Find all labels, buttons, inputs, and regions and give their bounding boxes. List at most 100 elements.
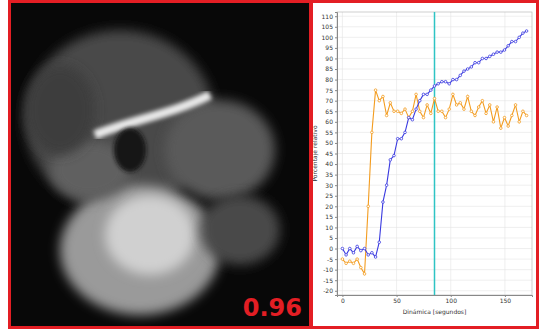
series-point xyxy=(455,104,458,107)
tick-label: 65 xyxy=(325,108,333,115)
series-point xyxy=(371,131,374,134)
series-point xyxy=(422,116,425,119)
series-point xyxy=(507,44,510,47)
series-point xyxy=(444,80,447,83)
tick: -10 xyxy=(323,266,337,273)
series-point xyxy=(452,78,455,81)
series-point xyxy=(455,78,458,81)
series-point xyxy=(341,258,344,261)
tick-label: 30 xyxy=(325,182,333,189)
tick: 20 xyxy=(325,203,337,210)
series-point xyxy=(518,121,521,124)
tick-label: 100 xyxy=(446,297,458,304)
series-point xyxy=(396,137,399,140)
series-point xyxy=(341,247,344,250)
series-point xyxy=(522,110,525,113)
series-point xyxy=(441,110,444,113)
series-point xyxy=(426,104,429,107)
tick-label: 25 xyxy=(325,192,333,199)
tick-mark xyxy=(335,132,337,133)
chart-border xyxy=(312,2,538,328)
tick-mark xyxy=(335,164,337,165)
tick-label: 15 xyxy=(325,213,333,220)
tick-mark xyxy=(335,48,337,49)
cursor-line xyxy=(434,12,436,295)
series-point xyxy=(393,154,396,157)
tick-label: 55 xyxy=(325,129,333,136)
series-point xyxy=(404,131,407,134)
tick-mark xyxy=(335,37,337,38)
series-point xyxy=(367,254,370,257)
tick-label: 75 xyxy=(325,87,333,94)
grid-line-x xyxy=(450,12,451,295)
tick-label: 50 xyxy=(393,297,401,304)
tick: 45 xyxy=(325,150,337,157)
series-point xyxy=(415,93,418,96)
series-point xyxy=(514,40,517,43)
series-point xyxy=(352,262,355,265)
series-point xyxy=(496,51,499,54)
series-point xyxy=(430,112,433,115)
grid xyxy=(337,12,532,295)
tick-label: 20 xyxy=(325,203,333,210)
series-point xyxy=(371,251,374,254)
series-point xyxy=(411,110,414,113)
series-point xyxy=(511,114,514,117)
series-point xyxy=(378,99,381,102)
tick: 110 xyxy=(322,13,337,20)
canvas: 0.96-20-15-10-50510152025303540455055606… xyxy=(0,0,539,329)
series-point xyxy=(363,247,366,250)
series-point xyxy=(488,55,491,58)
tick: 50 xyxy=(325,139,337,146)
series-point xyxy=(418,110,421,113)
tick: -5 xyxy=(327,256,337,263)
series-point xyxy=(374,256,377,259)
tick-label: -5 xyxy=(327,256,333,263)
series-point xyxy=(348,260,351,263)
tick-mark xyxy=(335,217,337,218)
series-point xyxy=(360,249,363,252)
series-point xyxy=(507,125,510,128)
series-point xyxy=(503,116,506,119)
series-point xyxy=(348,247,351,250)
tick-mark xyxy=(335,185,337,186)
tick: 50 xyxy=(393,295,401,304)
image-region xyxy=(114,128,146,172)
series-point xyxy=(352,251,355,254)
series-point xyxy=(389,159,392,162)
series-point xyxy=(356,245,359,248)
tick: 65 xyxy=(325,108,337,115)
tick: 25 xyxy=(325,192,337,199)
tick-label: 100 xyxy=(322,34,334,41)
chart-panel: -20-15-10-505101520253035404550556065707… xyxy=(311,1,538,328)
tick-label: 85 xyxy=(325,65,333,72)
tick-mark xyxy=(335,101,337,102)
tick: 100 xyxy=(446,295,458,304)
series-point xyxy=(466,95,469,98)
image-region xyxy=(200,195,280,265)
image-panel: 0.96 xyxy=(9,1,311,328)
tick-label: -10 xyxy=(323,266,333,273)
tick: 55 xyxy=(325,129,337,136)
tick-label: 60 xyxy=(325,118,333,125)
series-point xyxy=(511,40,514,43)
image-region xyxy=(105,195,195,275)
image-border xyxy=(10,2,311,328)
tick-label: 90 xyxy=(325,55,333,62)
series-point xyxy=(477,106,480,109)
series-point xyxy=(407,116,410,119)
series-point xyxy=(444,116,447,119)
tick: 30 xyxy=(325,182,337,189)
tick-label: 80 xyxy=(325,76,333,83)
tick: 0 xyxy=(329,245,337,252)
tick-label: 0 xyxy=(329,245,333,252)
tick-mark xyxy=(335,249,337,250)
tick: 105 xyxy=(322,23,337,30)
tick: 90 xyxy=(325,55,337,62)
tick: 150 xyxy=(500,295,512,304)
series-point xyxy=(407,116,410,119)
tick-mark xyxy=(335,238,337,239)
chart-background xyxy=(311,1,538,328)
tick-mark xyxy=(335,27,337,28)
plot-area xyxy=(341,12,528,295)
